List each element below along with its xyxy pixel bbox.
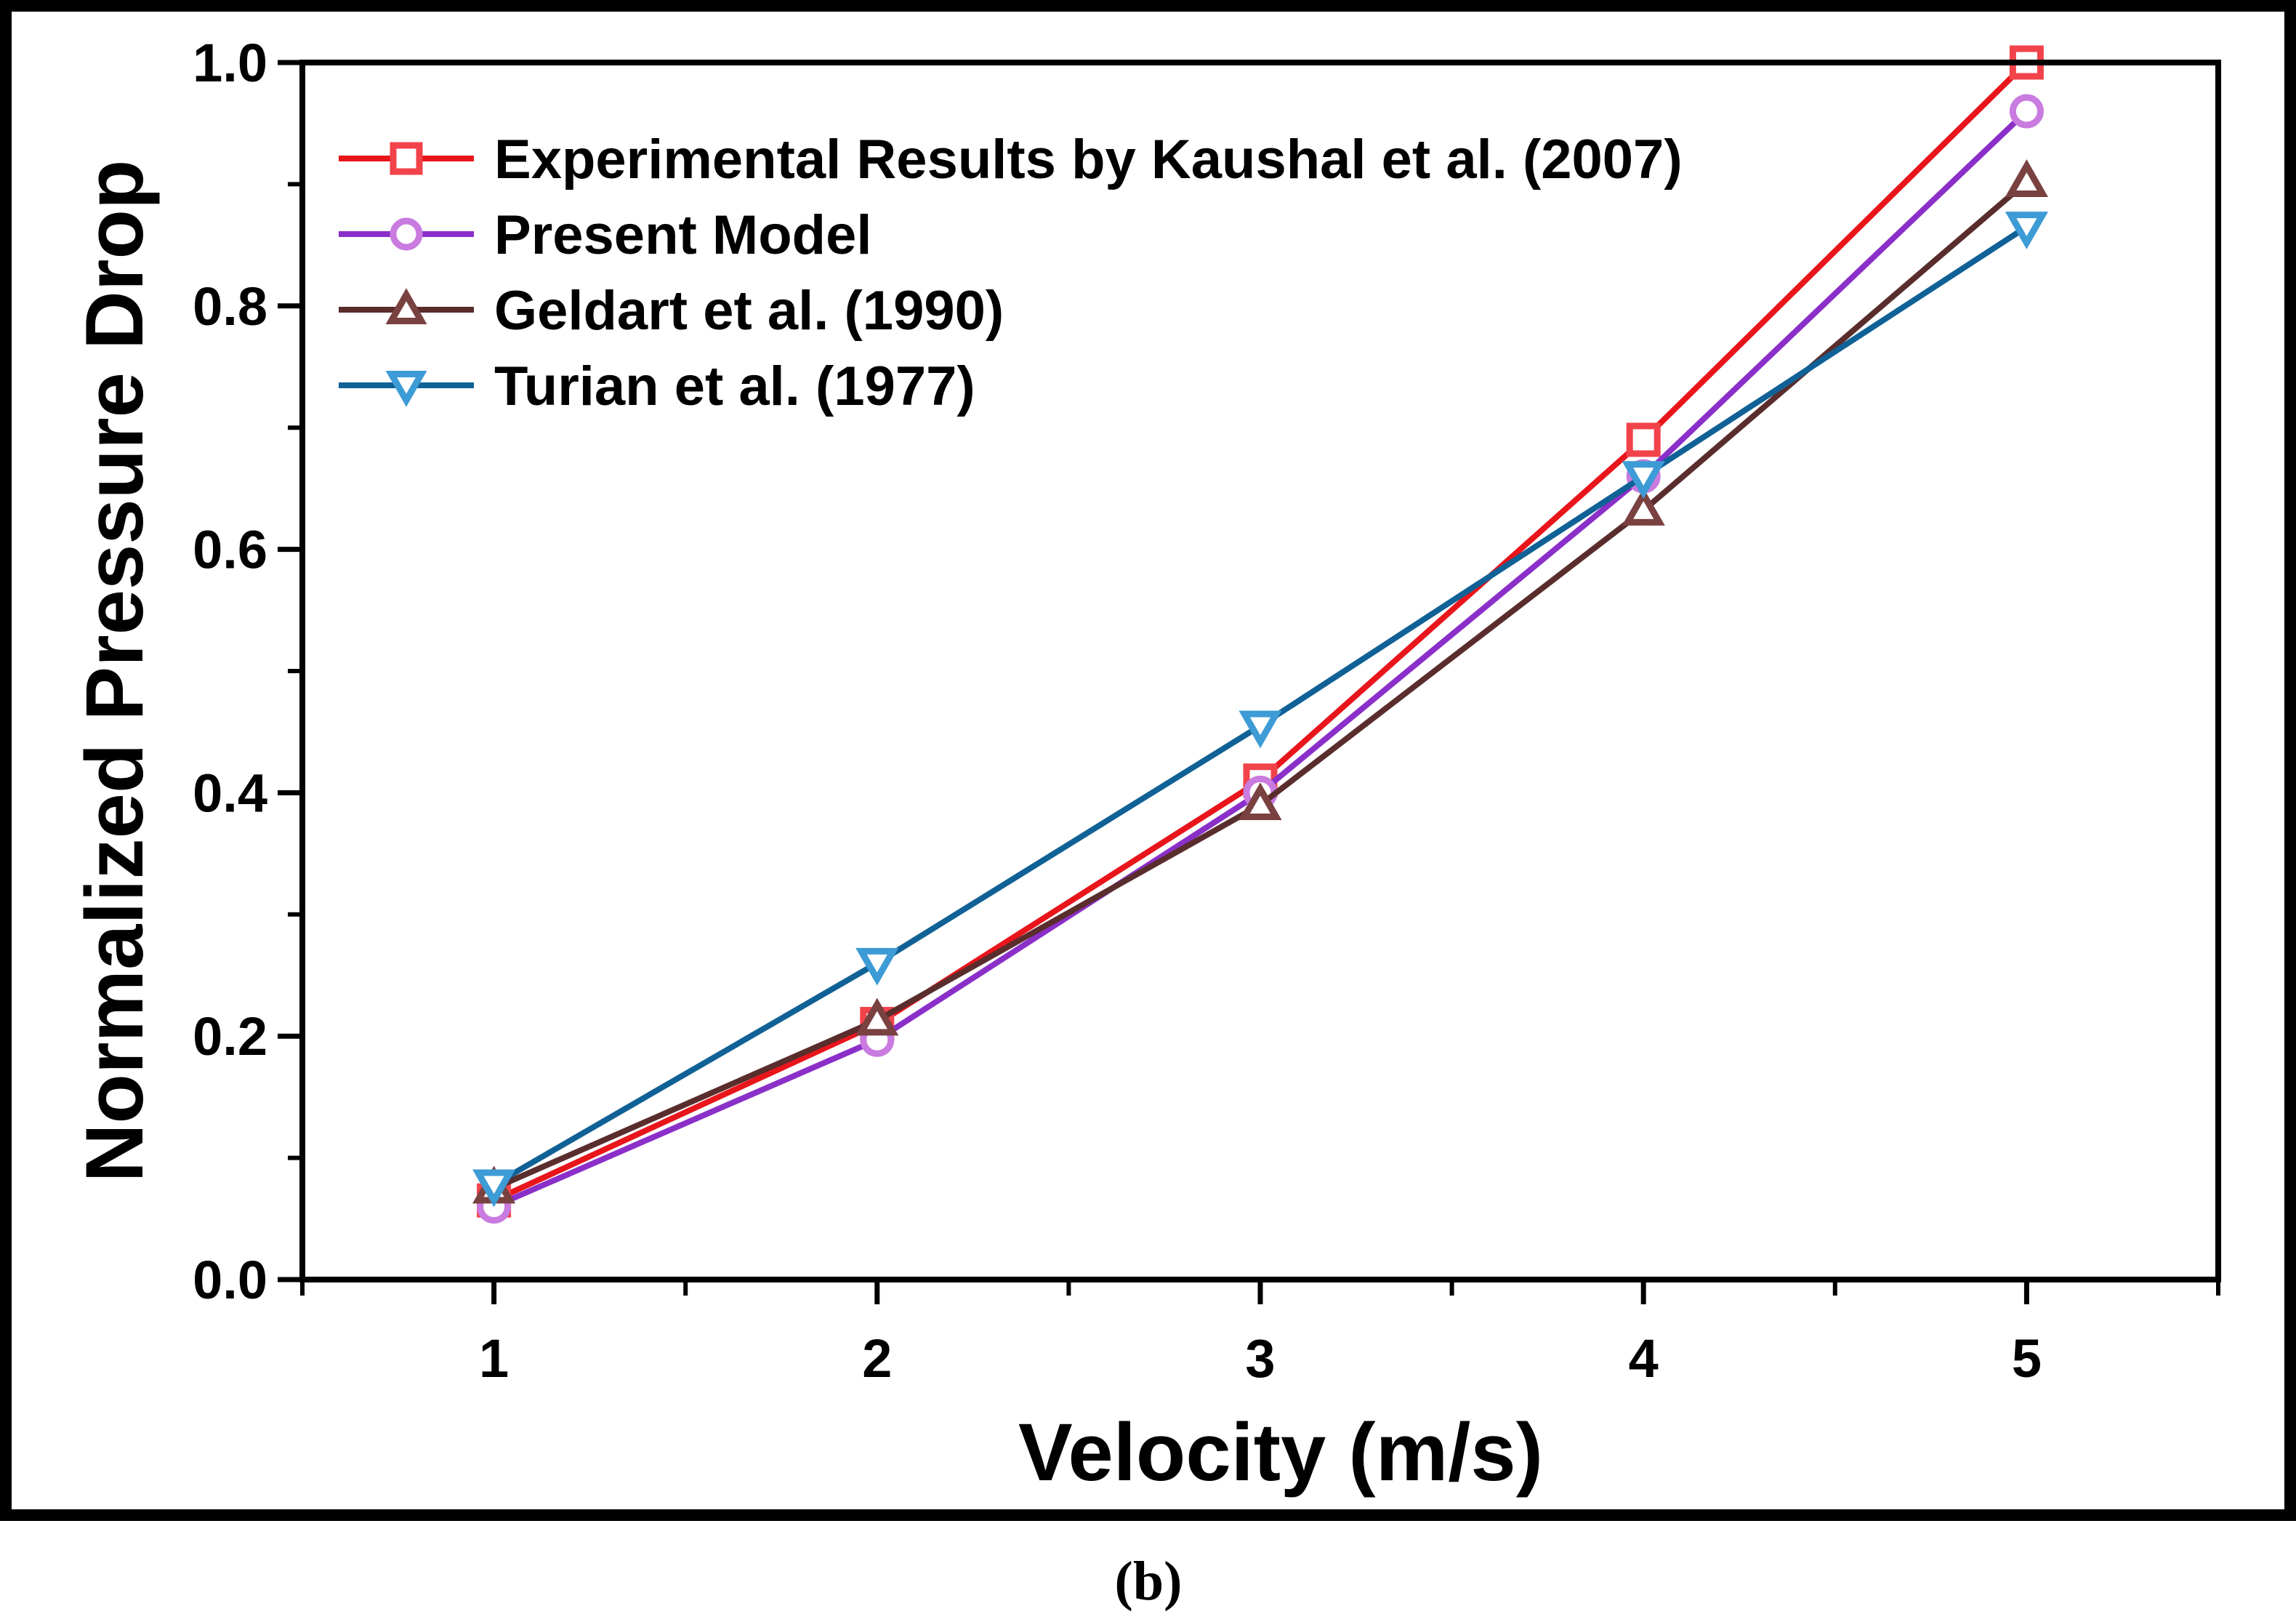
legend: Experimental Results by Kaushal et al. (… — [339, 129, 1683, 417]
legend-label: Turian et al. (1977) — [494, 356, 975, 417]
y-tick-label: 0.0 — [193, 1250, 267, 1310]
series-layer — [472, 45, 2049, 1224]
triangle-up-marker — [2005, 159, 2049, 197]
legend-label: Geldart et al. (1990) — [494, 280, 1004, 342]
legend-item: Geldart et al. (1990) — [339, 280, 1004, 342]
series-4 — [472, 212, 2049, 1208]
y-tick-label: 0.6 — [193, 520, 267, 580]
square-marker — [390, 142, 423, 175]
y-tick-label: 0.2 — [193, 1006, 267, 1067]
legend-item: Experimental Results by Kaushal et al. (… — [339, 129, 1683, 190]
x-tick-label: 5 — [2012, 1328, 2042, 1389]
circle-marker — [390, 217, 423, 251]
triangle-down-marker — [2005, 212, 2049, 249]
x-axis-title: Velocity (m/s) — [1018, 1407, 1543, 1498]
legend-label: Experimental Results by Kaushal et al. (… — [494, 129, 1683, 190]
triangle-down-marker — [855, 947, 899, 986]
chart-axes: 0.0 0.2 0.4 0.6 0.8 1.0 1 2 3 4 5 — [193, 33, 2220, 1389]
triangle-down-marker — [1238, 710, 1282, 749]
y-tick-label: 1.0 — [193, 33, 267, 93]
triangle-up-marker — [385, 288, 427, 325]
triangle-down-marker — [1622, 461, 1665, 499]
triangle-down-marker — [472, 1169, 516, 1208]
plot-area-frame — [299, 60, 2221, 1282]
square-marker — [1626, 422, 1661, 457]
x-tick-label: 1 — [479, 1328, 509, 1389]
triangle-up-marker — [1238, 782, 1282, 821]
y-tick-label: 0.8 — [193, 276, 267, 337]
outer-frame — [0, 0, 2296, 1521]
legend-label: Present Model — [494, 204, 871, 266]
triangle-up-marker — [855, 997, 899, 1036]
y-axis-title: Normalized Pressure Drop — [69, 160, 160, 1183]
circle-marker — [2009, 94, 2044, 129]
x-tick-label: 3 — [1245, 1328, 1275, 1389]
figure-caption: (b) — [1115, 1551, 1183, 1612]
x-tick-label: 2 — [862, 1328, 892, 1389]
triangle-up-marker — [1622, 488, 1665, 526]
triangle-down-marker — [385, 370, 427, 407]
y-tick-label: 0.4 — [193, 763, 267, 823]
x-tick-label: 4 — [1629, 1328, 1659, 1389]
legend-item: Turian et al. (1977) — [339, 356, 975, 417]
legend-item: Present Model — [339, 204, 871, 266]
